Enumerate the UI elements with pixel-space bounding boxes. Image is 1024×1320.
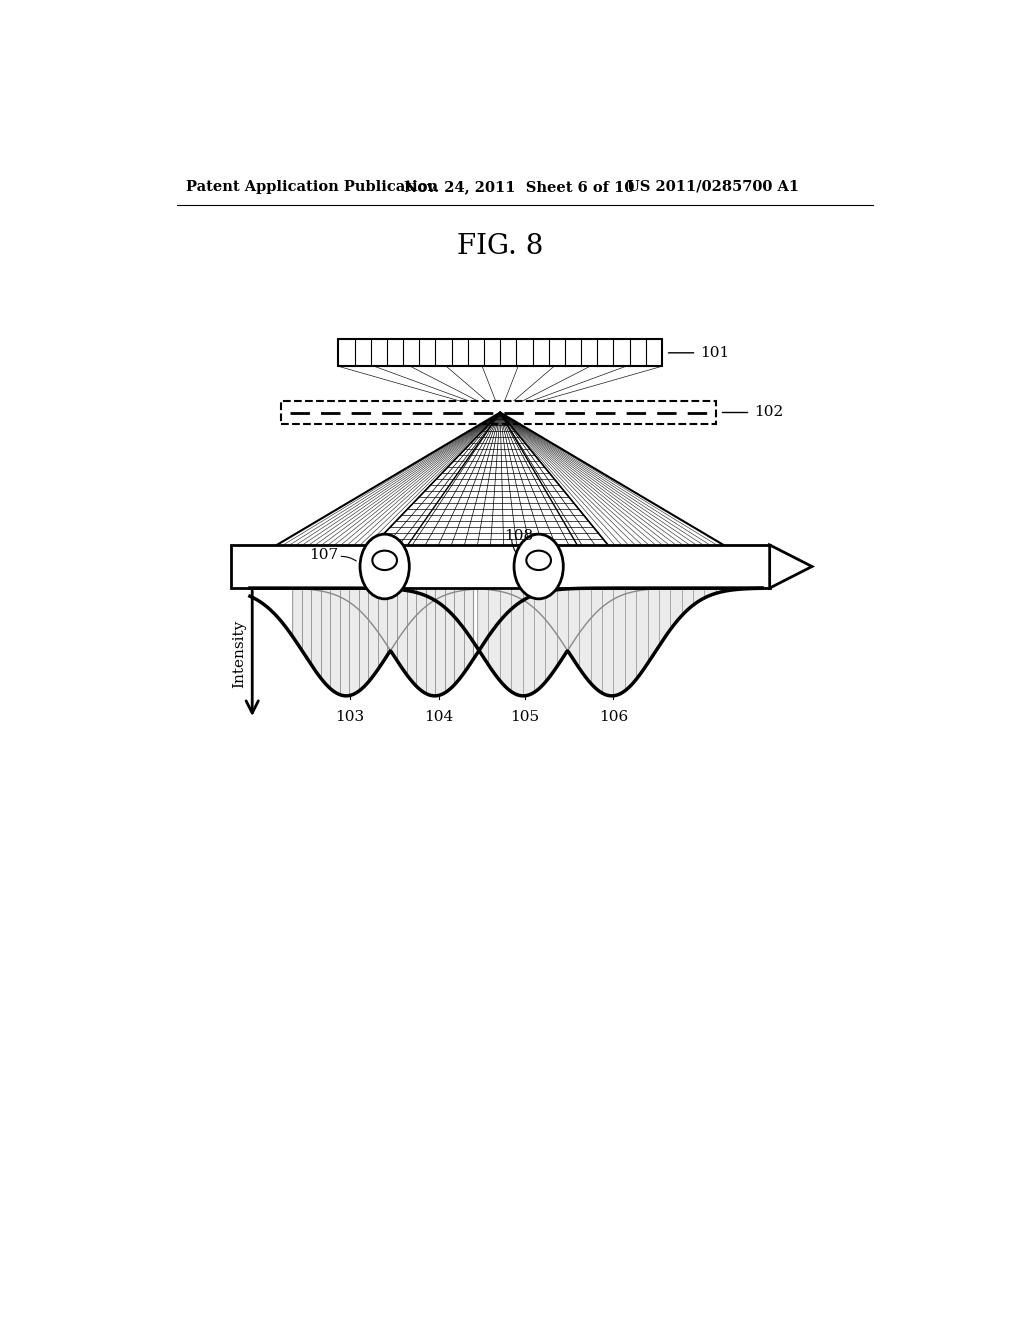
Text: 107: 107 xyxy=(309,548,339,562)
Text: 101: 101 xyxy=(700,346,730,360)
Text: US 2011/0285700 A1: US 2011/0285700 A1 xyxy=(628,180,800,194)
Text: 106: 106 xyxy=(599,710,628,723)
Bar xyxy=(339,339,662,367)
Bar xyxy=(281,401,716,424)
Ellipse shape xyxy=(526,550,551,570)
Text: 105: 105 xyxy=(510,710,540,723)
Text: 104: 104 xyxy=(424,710,454,723)
Bar xyxy=(230,545,770,589)
Text: 103: 103 xyxy=(336,710,365,723)
Text: Intensity: Intensity xyxy=(232,619,246,688)
Ellipse shape xyxy=(373,550,397,570)
Text: FIG. 8: FIG. 8 xyxy=(457,234,544,260)
Ellipse shape xyxy=(360,535,410,599)
Text: 102: 102 xyxy=(755,405,783,420)
Text: 108: 108 xyxy=(504,529,534,543)
Polygon shape xyxy=(770,545,812,589)
Text: Patent Application Publication: Patent Application Publication xyxy=(186,180,438,194)
Ellipse shape xyxy=(514,535,563,599)
Text: Nov. 24, 2011  Sheet 6 of 10: Nov. 24, 2011 Sheet 6 of 10 xyxy=(403,180,634,194)
